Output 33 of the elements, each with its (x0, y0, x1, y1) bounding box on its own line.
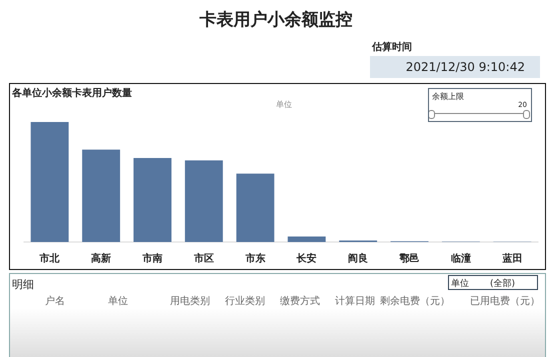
text: 户名 (45, 294, 65, 308)
x-tick-label: 市区 (192, 252, 214, 265)
text: (全部) (490, 278, 516, 290)
text: 剩余电费（元） (380, 294, 450, 308)
bar (30, 122, 69, 242)
text: 单位 (451, 278, 469, 290)
x-tick-label: 高新 (91, 252, 112, 265)
bar (236, 174, 274, 242)
text: 用电类别 (170, 294, 210, 308)
x-tick-label: 长安 (296, 252, 317, 265)
text: 卡表用户小余额监控 (200, 9, 352, 31)
text: 行业类别 (225, 294, 265, 308)
x-tick-label: 鄠邑 (400, 252, 420, 265)
chart-title: 各单位小余额卡表用户数量 (12, 86, 132, 100)
bar (184, 160, 223, 242)
x-tick-label: 市北 (38, 252, 61, 265)
text: 单位 (108, 294, 128, 308)
text: 2021/12/30 9:10:42 (406, 60, 525, 74)
bar (288, 236, 326, 242)
x-tick-label: 市南 (142, 252, 162, 265)
text: 已用电费（元） (470, 294, 540, 308)
x-axis-title: 单位 (276, 99, 292, 110)
text: 明细 (12, 277, 34, 292)
bar (134, 158, 172, 242)
x-tick-label: 市东 (244, 252, 266, 265)
x-tick-label: 蓝田 (501, 252, 522, 265)
text: 计算日期 (335, 294, 375, 308)
x-tick-label: 阎良 (348, 252, 368, 265)
text: 缴费方式 (280, 294, 320, 308)
x-tick-label: 临潼 (450, 252, 471, 265)
text: 估算时间 (372, 40, 412, 54)
bar (82, 150, 120, 242)
text: 余额上限 (432, 91, 464, 102)
